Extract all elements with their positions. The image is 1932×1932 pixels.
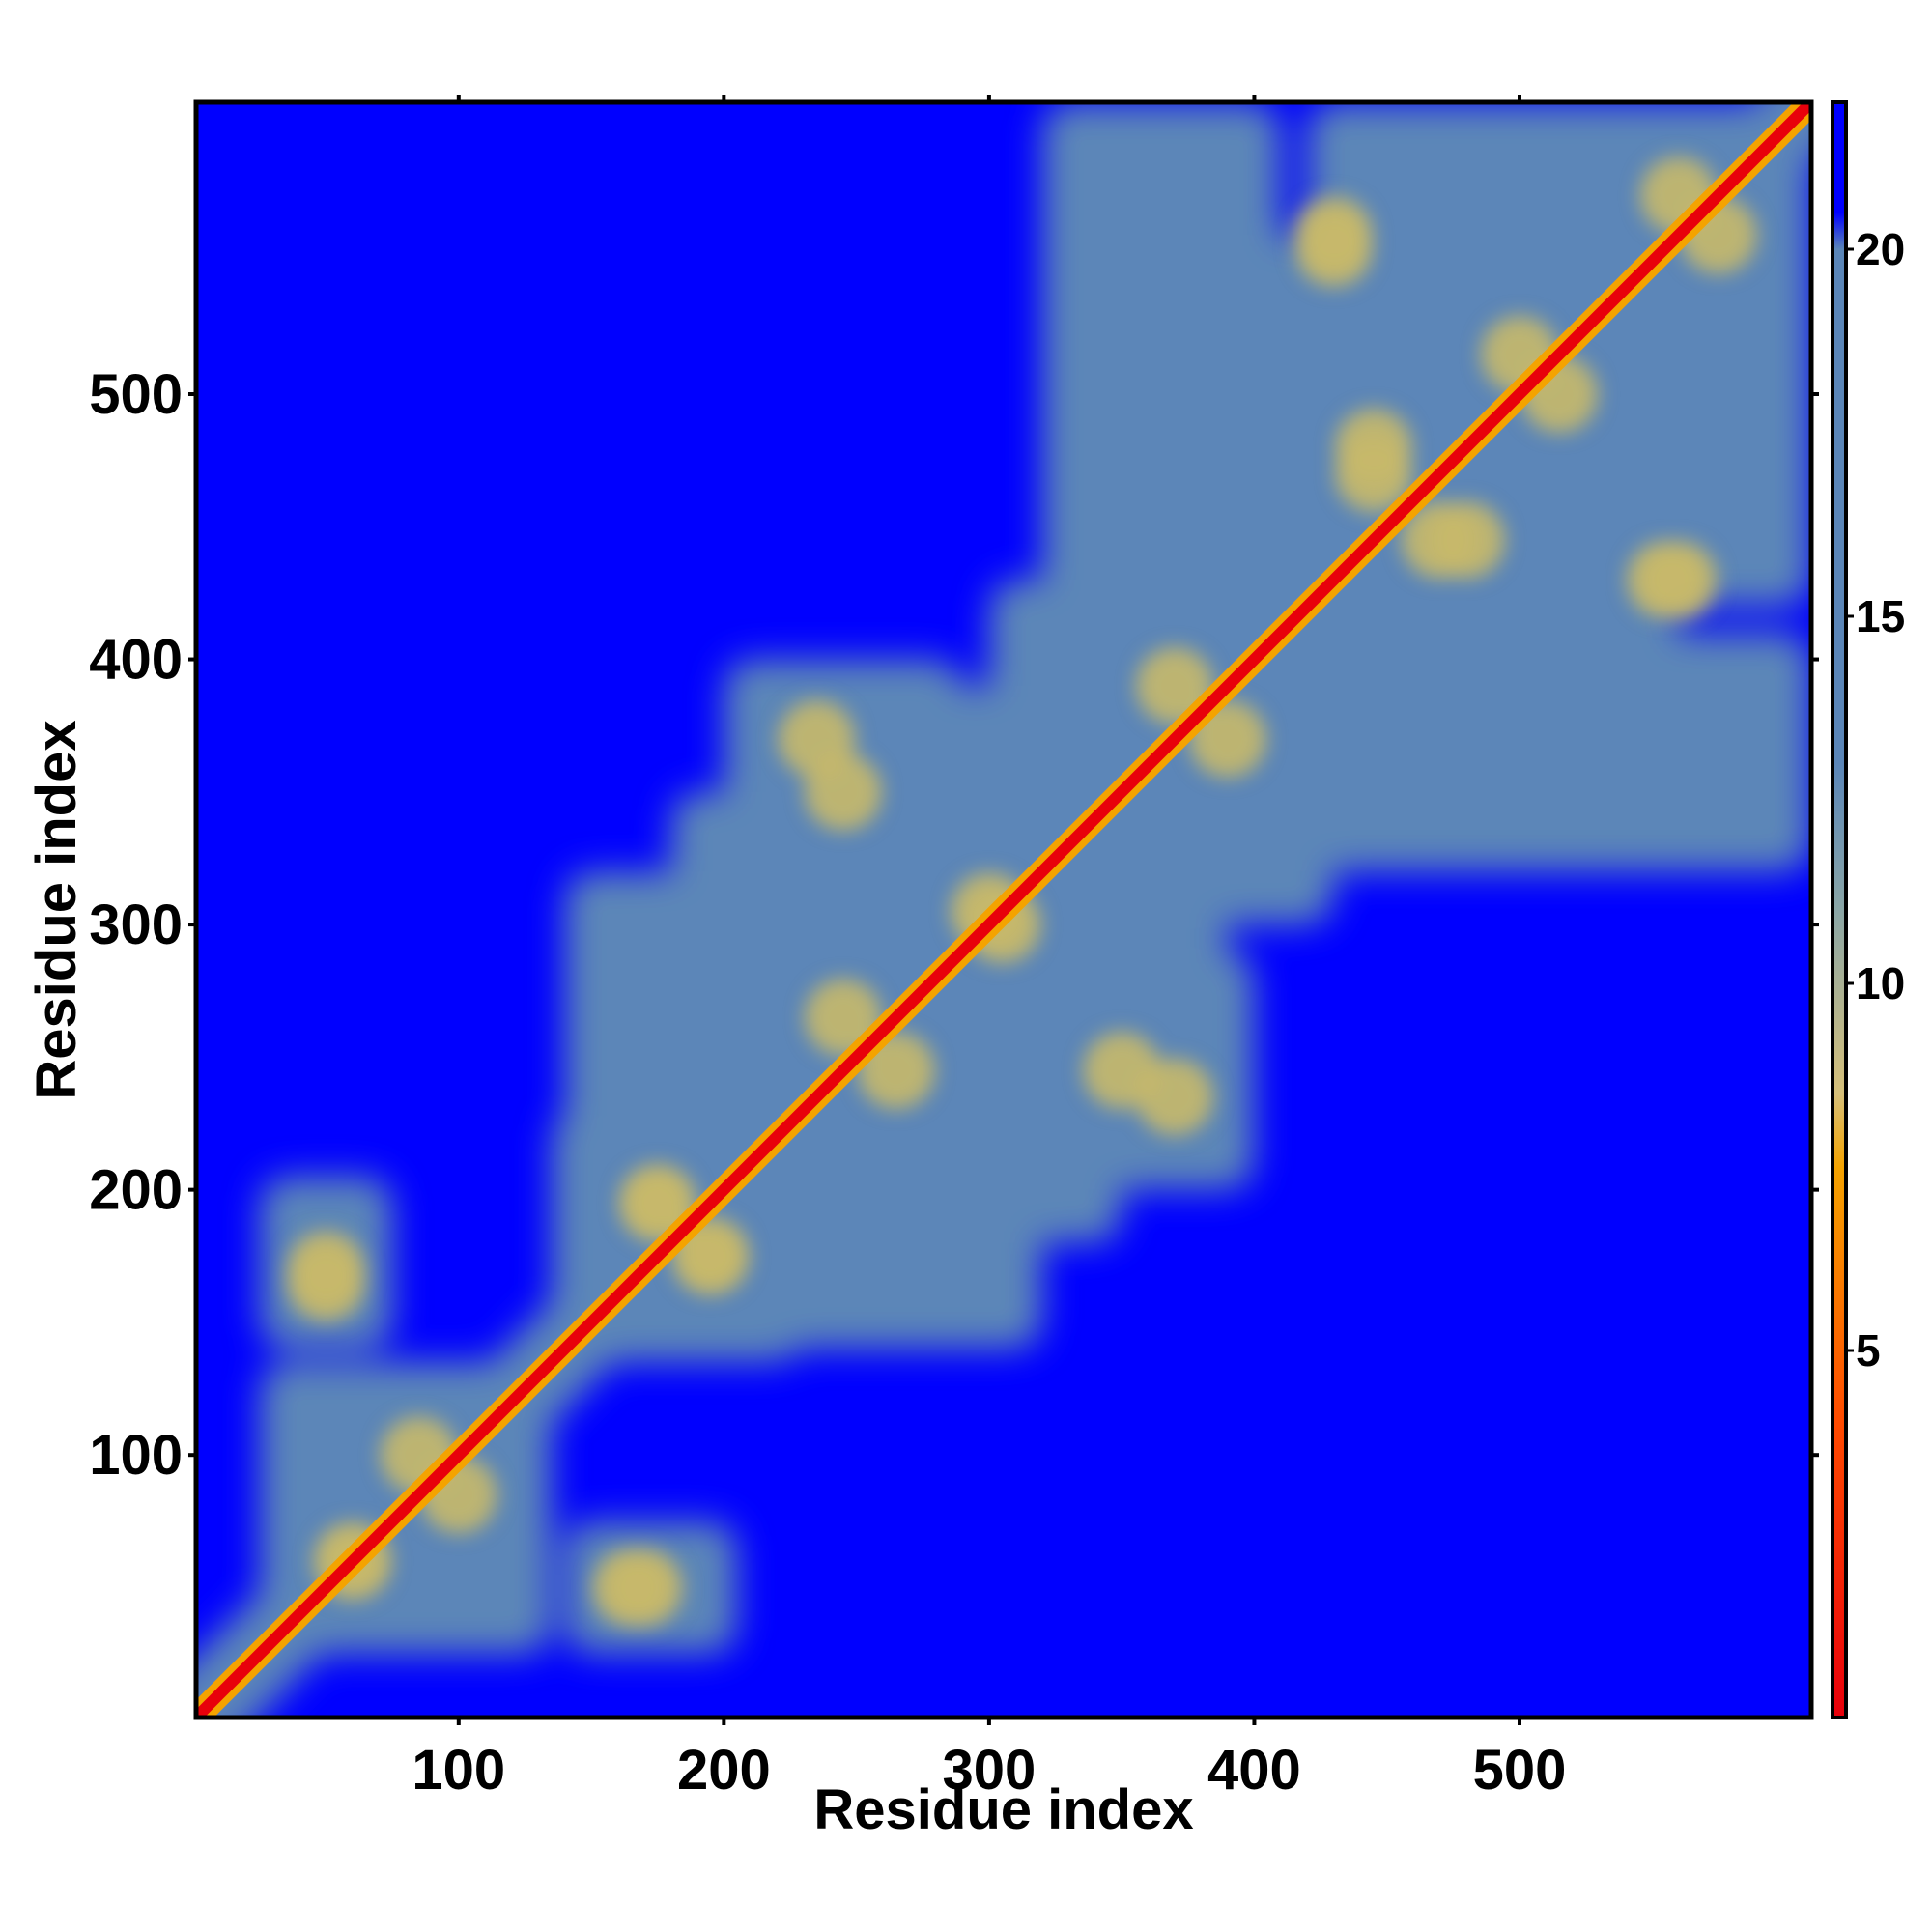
colorbar: 5 10 15 20: [1831, 100, 1905, 1719]
hotspot: [1428, 501, 1506, 580]
colorbar-tick-label: 20: [1856, 224, 1905, 274]
colorbar-gradient: [1831, 100, 1848, 1719]
colorbar-tick-label: 10: [1856, 958, 1905, 1009]
heatmap-plot-area: [193, 99, 1814, 1720]
hotspots: [287, 156, 1757, 1627]
y-tick-label: 500: [89, 363, 183, 426]
x-tick-label: 500: [1473, 1739, 1567, 1802]
y-axis-title: Residue index: [25, 720, 88, 1099]
x-tick-label: 400: [1208, 1739, 1301, 1802]
heatmap-diagonal: [196, 102, 1811, 1718]
y-tick-label: 300: [89, 894, 183, 956]
colorbar-tick-label: 15: [1856, 591, 1905, 641]
x-axis: 100 200 300 400 500: [412, 95, 1566, 1802]
y-tick-label: 400: [89, 629, 183, 692]
x-tick-label: 300: [943, 1739, 1037, 1802]
x-axis-title: Residue index: [813, 1778, 1193, 1841]
hotspot: [592, 1548, 670, 1627]
hotspot: [1334, 408, 1412, 486]
hotspot: [287, 1243, 365, 1321]
x-tick-label: 100: [412, 1739, 505, 1802]
colorbar-ticks: 5 10 15 20: [1846, 224, 1905, 1376]
hotspot: [1626, 541, 1704, 619]
y-axis: 100 200 300 400 500: [89, 363, 1819, 1487]
hotspot: [804, 753, 882, 831]
diagonal-line: [196, 102, 1811, 1718]
heatmap-contact-regions: [196, 102, 1811, 1718]
hotspot: [1294, 210, 1373, 288]
hotspot: [1083, 1032, 1161, 1110]
y-tick-label: 200: [89, 1159, 183, 1222]
y-tick-label: 100: [89, 1424, 183, 1487]
plot-frame: [193, 99, 1814, 1720]
x-tick-label: 200: [677, 1739, 771, 1802]
colorbar-tick-label: 5: [1856, 1325, 1881, 1376]
